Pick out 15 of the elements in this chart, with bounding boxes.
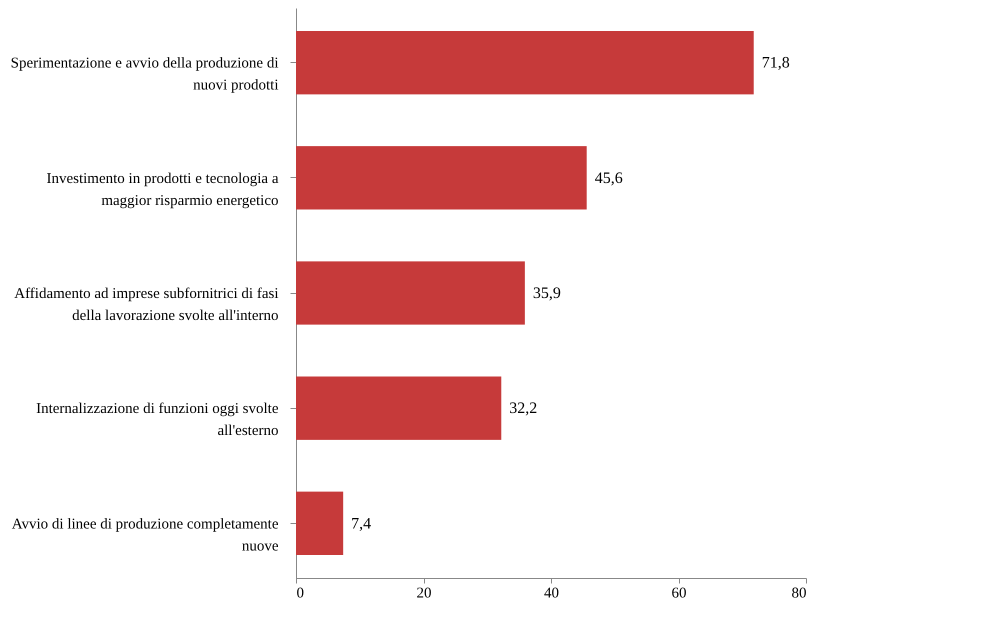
x-tick-label: 20: [416, 586, 432, 602]
x-tick-label: 40: [544, 586, 559, 602]
x-tick-label: 60: [672, 586, 686, 602]
data-label: 71,8: [762, 54, 790, 72]
x-tick-label: 0: [296, 586, 304, 602]
data-label: 45,6: [594, 170, 623, 187]
y-tick-label: Avvio di linee di produzione completamente nuove: [12, 516, 279, 554]
data-label: 35,9: [532, 285, 561, 302]
data-label: 32,2: [509, 400, 538, 418]
y-tick-label: Sperimentazione e avvio della produzione di nuovi prodotti: [10, 56, 278, 94]
data-label: 7,4: [351, 515, 372, 532]
x-tick-label: 80: [792, 586, 806, 602]
y-tick-label: Affidamento ad imprese subfornitrici di fasi della lavorazione svolte all'interno: [14, 286, 278, 324]
y-tick-label: Investimento in prodotti e tecnologia a maggior risparmio energetico: [46, 170, 279, 209]
y-tick-label: Internalizzazione di funzioni oggi svolte all'esterno: [36, 401, 279, 440]
